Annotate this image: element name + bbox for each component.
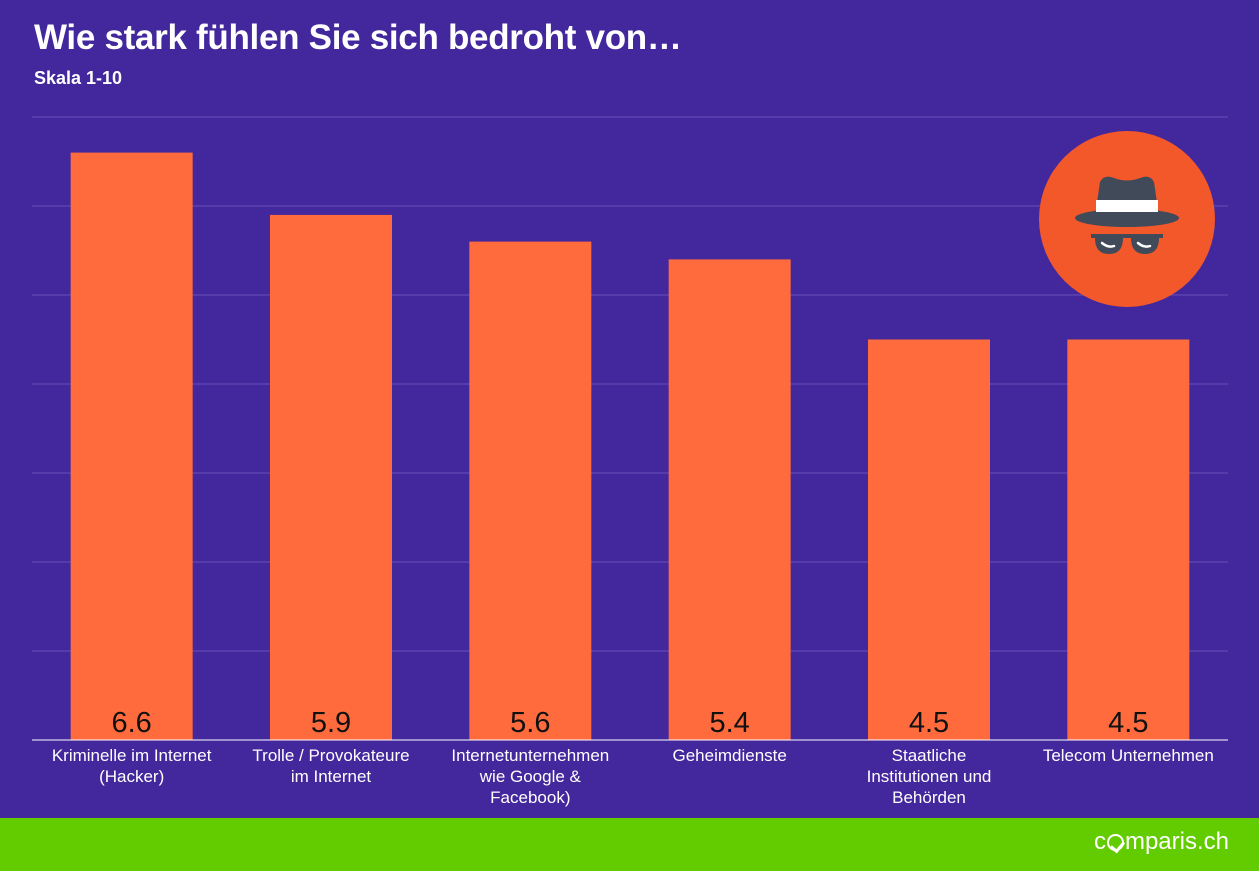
bar [668,259,791,740]
bar-chart: 6.6 5.9 5.6 5.4 4.5 4.5 [32,116,1228,741]
value-label: 5.6 [510,707,550,739]
brand-logo: c mparis.ch [1094,828,1229,856]
brand-text-end: mparis.ch [1124,828,1229,855]
value-label: 5.9 [311,707,351,739]
bar [469,241,592,740]
chart-title: Wie stark fühlen Sie sich bedroht von… [34,18,682,57]
brand-text-start: c [1093,828,1106,855]
bar [70,152,193,741]
glasses-glint-right [1136,241,1152,248]
category-label: Staatliche Institutionen und Behörden [866,746,992,807]
value-label: 4.5 [909,707,949,739]
category-label: Telecom Unternehmen [1042,746,1214,765]
category-label: Trolle / Provokateure im Internet [252,746,410,786]
bar [270,214,392,740]
category-label: Internetunternehmen wie Google & Faceboo… [451,746,610,807]
value-label: 4.5 [1108,707,1148,739]
chart-background [0,0,1259,818]
category-label: Geheimdienste [672,746,787,765]
bar [868,339,990,740]
value-label: 5.4 [710,707,750,739]
glasses [1091,234,1163,254]
value-label: 6.6 [112,707,152,739]
footer-bar [0,818,1259,871]
category-label: Kriminelle im Internet (Hacker) [51,746,212,786]
glasses-glint-left [1100,241,1116,248]
spy-icon [1039,131,1215,307]
chart-subtitle: Skala 1-10 [34,68,123,88]
check-circle-icon [1106,834,1126,854]
hat-band [1096,200,1158,212]
bar [1067,339,1190,740]
